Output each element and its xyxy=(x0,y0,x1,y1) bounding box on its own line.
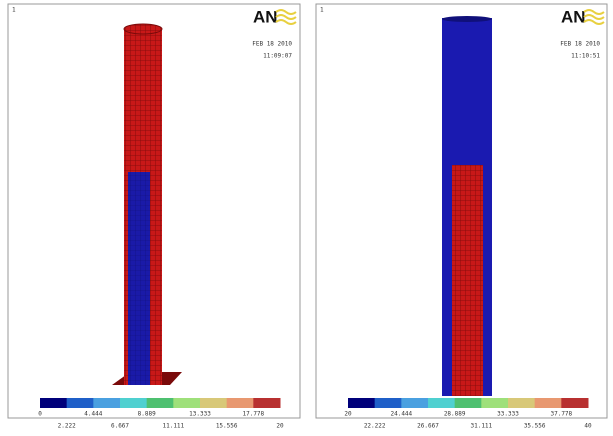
corner-mark: 1 xyxy=(12,7,16,14)
colorbar-segment xyxy=(93,398,120,408)
legend-label: 22.222 xyxy=(364,423,386,430)
colorbar-segment xyxy=(147,398,174,408)
legend-label: 35.556 xyxy=(524,423,546,430)
colorbar-segment xyxy=(508,398,535,408)
legend-label: 8.889 xyxy=(138,411,156,418)
colorbar-segment xyxy=(428,398,455,408)
legend-label: 20 xyxy=(276,423,284,430)
colorbar-segment xyxy=(375,398,402,408)
colorbar-segment xyxy=(173,398,200,408)
colorbar-segment xyxy=(120,398,147,408)
legend-label: 33.333 xyxy=(497,411,519,418)
colorbar-segment xyxy=(200,398,227,408)
colorbar-segment xyxy=(535,398,562,408)
colorbar-segment xyxy=(348,398,375,408)
legend-label: 26.667 xyxy=(417,423,439,430)
corner-mark: 1 xyxy=(320,7,324,14)
legend-label: 15.556 xyxy=(216,423,238,430)
logo: AN xyxy=(253,7,278,26)
legend-label: 28.889 xyxy=(444,411,466,418)
tower-region xyxy=(452,165,483,396)
date: FEB 18 2010 xyxy=(560,41,600,48)
tower-top xyxy=(442,16,492,22)
colorbar-segment xyxy=(227,398,254,408)
screenshot: 1 AN FEB 18 2010 11:09:07 0 2.222 4.444 6.667 8.… xyxy=(0,0,613,436)
colorbar-segment xyxy=(481,398,508,408)
colorbar-segment xyxy=(401,398,428,408)
legend-label: 20 xyxy=(344,411,352,418)
legend-label: 2.222 xyxy=(58,423,76,430)
legend-label: 37.778 xyxy=(550,411,572,418)
time: 11:09:07 xyxy=(263,53,292,60)
colorbar-segment xyxy=(253,398,280,408)
legend-label: 13.333 xyxy=(189,411,211,418)
tower-top xyxy=(124,24,162,34)
legend-label: 6.667 xyxy=(111,423,129,430)
date: FEB 18 2010 xyxy=(252,41,292,48)
legend-label: 31.111 xyxy=(470,423,492,430)
time: 11:10:51 xyxy=(571,53,600,60)
legend-label: 11.111 xyxy=(162,423,184,430)
colorbar-segment xyxy=(67,398,94,408)
tower-region xyxy=(128,172,150,385)
logo: AN xyxy=(561,7,586,26)
colorbar-segment xyxy=(40,398,67,408)
legend-label: 24.444 xyxy=(390,411,412,418)
legend-label: 17.778 xyxy=(242,411,264,418)
legend-label: 4.444 xyxy=(84,411,102,418)
legend-label: 40 xyxy=(584,423,592,430)
colorbar-segment xyxy=(561,398,588,408)
colorbar-segment xyxy=(455,398,482,408)
legend-label: 0 xyxy=(38,411,42,418)
